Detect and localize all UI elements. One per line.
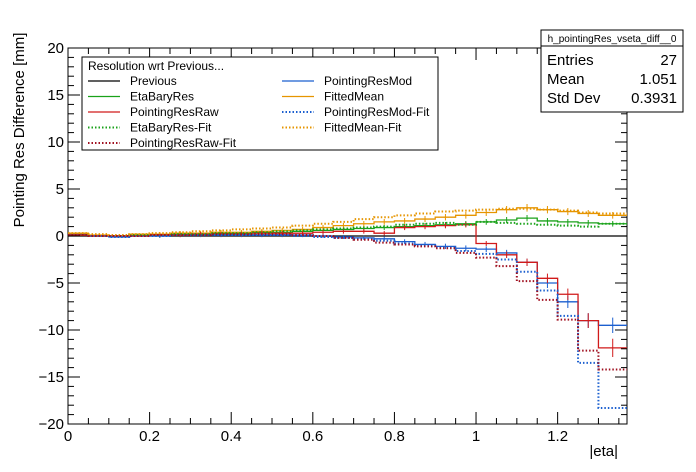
legend-title: Resolution wrt Previous...	[88, 59, 224, 73]
y-tick-label: 5	[56, 181, 64, 198]
legend-label: PointingResMod	[324, 74, 412, 88]
stats-name: h_pointingRes_vseta_diff__0	[548, 34, 677, 45]
y-tick-label: 20	[47, 40, 64, 57]
y-axis-label: Pointing Res Difference [mm]	[11, 33, 28, 228]
legend-label: FittedMean-Fit	[324, 121, 402, 135]
stats-value: 1.051	[639, 71, 677, 88]
legend-label: Previous	[130, 74, 177, 88]
legend-label: PointingResRaw-Fit	[130, 136, 237, 150]
legend-label: PointingResMod-Fit	[324, 105, 430, 119]
legend-label: PointingResRaw	[130, 105, 219, 119]
y-tick-label: −5	[47, 275, 64, 292]
x-tick-label: 0.6	[302, 428, 323, 445]
series-line-pointingresmod-fit	[68, 233, 627, 410]
stats-box	[540, 29, 684, 113]
series-line-pointingresraw-fit	[68, 233, 627, 371]
stats-value: 27	[660, 52, 677, 69]
x-tick-label: 0.2	[139, 428, 160, 445]
y-tick-label: −20	[39, 416, 64, 433]
x-tick-label: 0.8	[384, 428, 405, 445]
series-line-etabaryres-fit	[68, 220, 627, 237]
x-tick-label: 0.4	[221, 428, 242, 445]
legend-box	[81, 56, 439, 151]
y-tick-label: 0	[56, 228, 64, 245]
stats-label: Mean	[547, 71, 585, 88]
y-tick-label: 10	[47, 134, 64, 151]
stats-label: Std Dev	[547, 90, 601, 107]
stats-label: Entries	[547, 52, 594, 69]
x-axis-label: |eta|	[589, 443, 618, 460]
y-tick-label: 15	[47, 87, 64, 104]
y-tick-label: −15	[39, 369, 64, 386]
stats-value: 0.3931	[631, 90, 677, 107]
x-tick-label: 1.2	[547, 428, 568, 445]
y-tick-label: −10	[39, 322, 64, 339]
x-tick-label: 1	[472, 428, 480, 445]
legend-label: EtaBaryRes-Fit	[130, 121, 212, 135]
legend-label: FittedMean	[324, 90, 384, 104]
x-tick-label: 0	[64, 428, 72, 445]
series-line-fittedmean-fit	[68, 207, 627, 237]
legend-label: EtaBaryRes	[130, 90, 194, 104]
